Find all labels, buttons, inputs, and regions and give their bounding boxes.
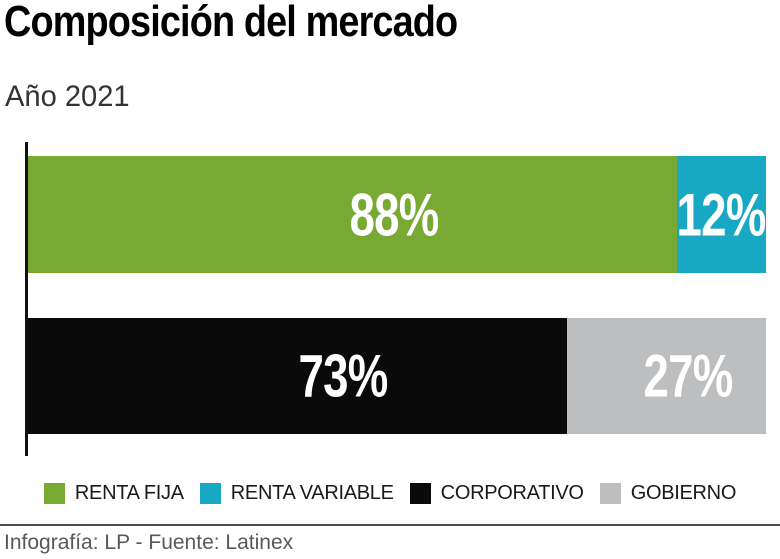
bar-segment-renta-variable: 12% [676,156,766,273]
legend-item-renta-variable: RENTA VARIABLE [199,481,394,505]
legend-swatch-gobierno [599,482,621,504]
legend-label-renta-fija: RENTA FIJA [74,481,184,504]
legend-label-corporativo: CORPORATIVO [440,481,584,504]
legend-item-corporativo: CORPORATIVO [409,481,584,505]
legend-item-gobierno: GOBIERNO [599,481,737,505]
legend-swatch-corporativo [409,482,431,504]
footer-credit: Infografía: LP - Fuente: Latinex [4,531,294,554]
chart-title: Composición del mercado [4,0,458,46]
chart-subtitle: Año 2021 [5,80,130,113]
legend-swatch-renta-variable [199,482,221,504]
y-axis-line [25,142,28,456]
bar-segment-corporativo: 73% [28,318,567,434]
value-label-gobierno: 27% [643,342,734,410]
value-label-renta-variable: 12% [676,181,766,248]
bar-segment-gobierno: 27% [566,318,766,434]
bar-segment-renta-fija: 88% [28,156,678,273]
legend-item-renta-fija: RENTA FIJA [43,481,184,505]
legend-swatch-renta-fija [43,482,65,504]
footer-divider [0,524,780,526]
bar-row-issuer-type: 73% 27% [28,318,766,434]
value-label-corporativo: 73% [298,342,389,410]
legend-label-renta-variable: RENTA VARIABLE [230,481,394,504]
value-label-renta-fija: 88% [349,181,439,248]
legend: RENTA FIJA RENTA VARIABLE CORPORATIVO GO… [0,481,780,505]
bar-row-asset-class: 88% 12% [28,156,766,273]
legend-label-gobierno: GOBIERNO [630,481,737,504]
